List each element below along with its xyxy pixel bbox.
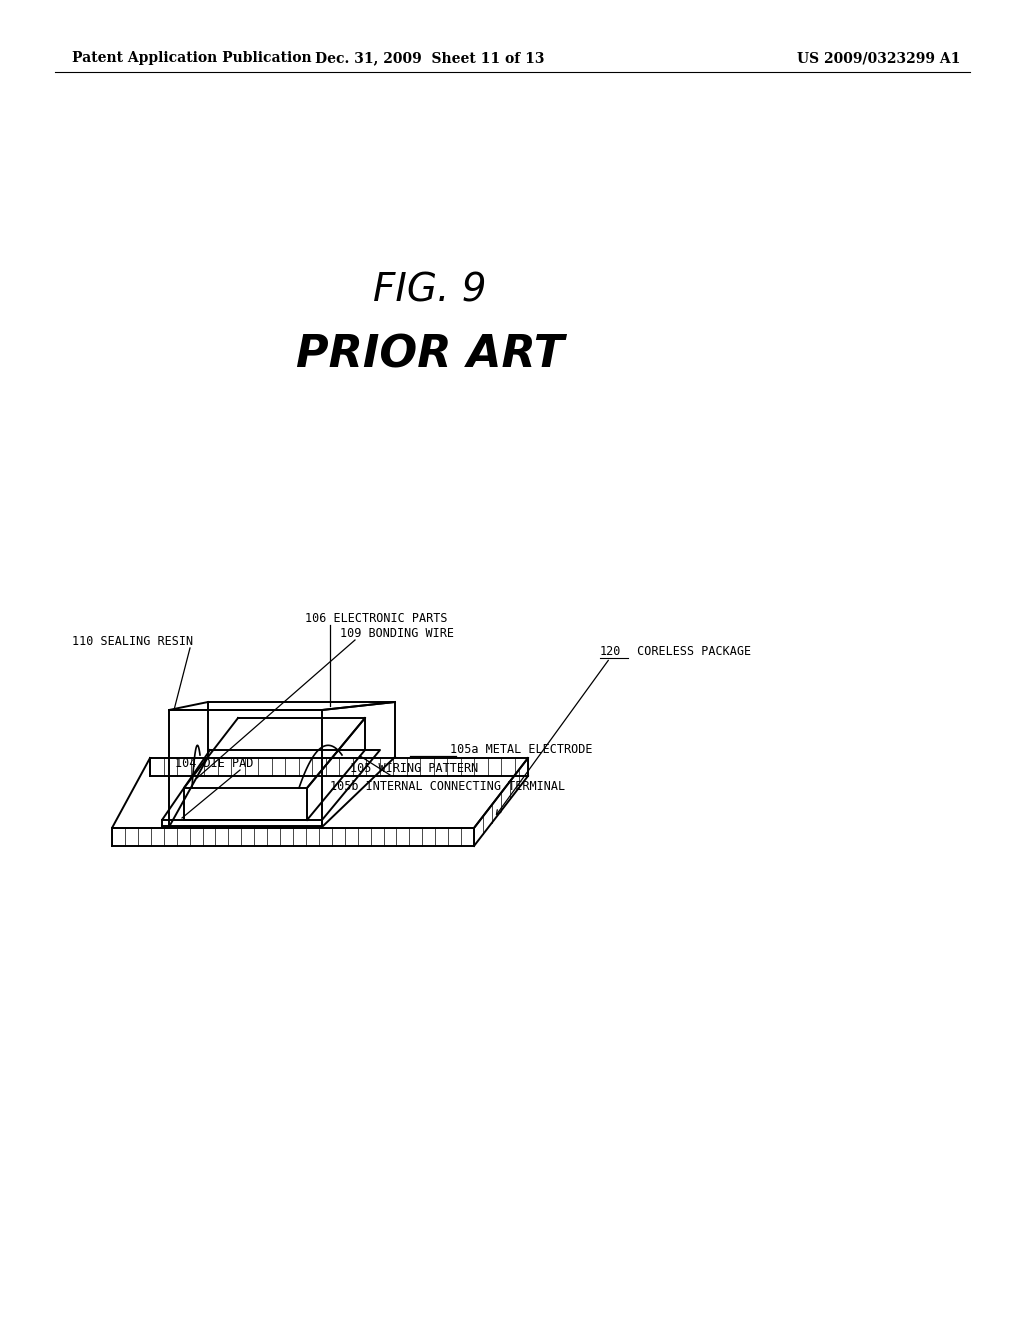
Text: 110 SEALING RESIN: 110 SEALING RESIN	[72, 635, 194, 648]
Text: 104 DIE PAD: 104 DIE PAD	[175, 756, 253, 770]
Text: US 2009/0323299 A1: US 2009/0323299 A1	[797, 51, 961, 65]
Text: FIG. 9: FIG. 9	[374, 271, 486, 309]
Text: 105b INTERNAL CONNECTING TERMINAL: 105b INTERNAL CONNECTING TERMINAL	[330, 780, 565, 793]
Text: Dec. 31, 2009  Sheet 11 of 13: Dec. 31, 2009 Sheet 11 of 13	[315, 51, 545, 65]
Text: Patent Application Publication: Patent Application Publication	[72, 51, 311, 65]
Text: 105a METAL ELECTRODE: 105a METAL ELECTRODE	[450, 743, 593, 756]
Text: 120: 120	[600, 645, 622, 657]
Text: 106 ELECTRONIC PARTS: 106 ELECTRONIC PARTS	[305, 612, 447, 624]
Text: CORELESS PACKAGE: CORELESS PACKAGE	[630, 645, 752, 657]
Text: 109 BONDING WIRE: 109 BONDING WIRE	[340, 627, 454, 640]
Text: 105 WIRING PATTERN: 105 WIRING PATTERN	[350, 762, 478, 775]
Text: PRIOR ART: PRIOR ART	[296, 334, 564, 376]
